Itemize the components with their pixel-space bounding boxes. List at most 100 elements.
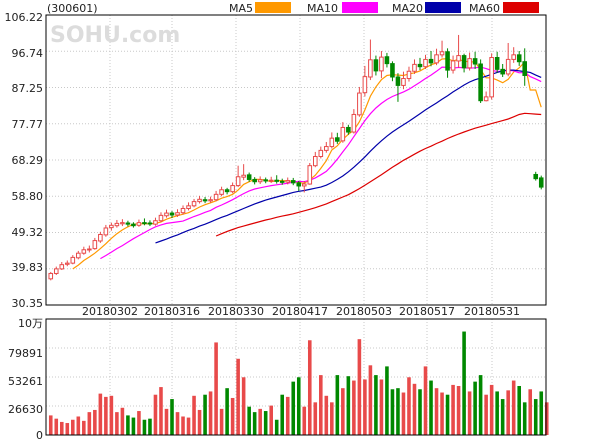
volume-tick: 26630: [8, 403, 43, 416]
volume-bar: [274, 419, 279, 435]
candle-down: [522, 61, 528, 76]
candle-up: [351, 113, 357, 133]
volume-bar: [324, 395, 329, 435]
legend-label-ma20: MA20: [392, 2, 423, 15]
candle-down: [395, 76, 401, 86]
volume-bar: [412, 383, 417, 435]
volume-bar: [219, 408, 224, 435]
volume-bar: [517, 385, 521, 435]
date-tick: 20180316: [144, 305, 200, 318]
volume-bar: [396, 388, 400, 435]
candle-up: [48, 272, 54, 280]
candle-down: [263, 179, 268, 182]
candle-up: [164, 212, 169, 217]
legend-label-ma10: MA10: [307, 2, 338, 15]
candle-up: [329, 137, 335, 148]
volume-bar: [153, 394, 158, 435]
candle-up: [76, 252, 81, 259]
candle-down: [461, 55, 467, 69]
volume-bar: [208, 391, 213, 435]
candle-up: [301, 183, 307, 187]
volume-bar: [181, 416, 185, 435]
candle-up: [103, 227, 109, 236]
candle-up: [64, 262, 70, 265]
volume-bar: [302, 406, 307, 435]
candle-down: [142, 222, 147, 225]
volume-bar: [126, 415, 130, 435]
candle-down: [516, 54, 522, 63]
candle-up: [401, 78, 406, 86]
candle-up: [467, 58, 472, 69]
candle-up: [153, 220, 158, 225]
candle-down: [296, 182, 302, 187]
volume-bar: [186, 417, 191, 435]
candle-up: [434, 54, 439, 64]
candle-up: [53, 268, 59, 274]
volume-bar: [434, 388, 439, 435]
candle-up: [213, 193, 219, 201]
candle-up: [191, 201, 197, 207]
candle-down: [246, 174, 252, 180]
volume-bar: [203, 394, 207, 435]
candle-down: [335, 137, 340, 142]
volume-bar: [109, 395, 114, 435]
volume-bar: [363, 379, 367, 435]
stock-code: (300601): [47, 2, 98, 15]
candle-up: [81, 249, 87, 254]
legend-swatch-ma5: [255, 2, 291, 13]
price-tick: 49.32: [12, 226, 44, 239]
candle-up: [186, 205, 191, 209]
candle-down: [147, 222, 153, 225]
volume-bar: [385, 366, 389, 435]
candle-up: [379, 56, 384, 72]
candle-down: [131, 223, 136, 227]
candle-up: [340, 126, 346, 142]
volume-bar: [164, 408, 169, 435]
candle-down: [274, 179, 280, 182]
candle-up: [114, 222, 120, 227]
volume-bar: [473, 381, 477, 435]
volume-bar: [48, 415, 53, 435]
volume-bar: [230, 397, 235, 435]
volume-bar: [500, 399, 505, 435]
candle-up: [98, 233, 103, 242]
volume-bar: [192, 395, 196, 435]
price-tick: 87.25: [12, 82, 44, 95]
ma-line-ma10: [100, 66, 542, 260]
candle-up: [489, 57, 494, 98]
price-tick: 68.29: [12, 154, 44, 167]
volume-bar: [120, 407, 125, 435]
volume-bar: [313, 402, 318, 435]
volume-bar: [407, 377, 411, 435]
volume-bar: [247, 406, 251, 435]
volume-bar: [269, 405, 273, 435]
volume-tick: 0: [36, 429, 43, 440]
candle-up: [312, 156, 318, 167]
date-axis-labels: 20180302 20180316 20180330 20180417 2018…: [82, 305, 520, 318]
candle-down: [224, 189, 230, 193]
volume-bar: [214, 342, 218, 435]
volume-bar: [506, 390, 510, 435]
date-tick: 20180302: [82, 305, 138, 318]
candle-down: [169, 212, 175, 216]
volume-bar: [390, 389, 395, 435]
candle-up: [357, 92, 362, 116]
candle-down: [373, 59, 379, 72]
price-grid: [46, 14, 546, 306]
volume-bar: [137, 411, 141, 435]
candle-up: [324, 146, 329, 151]
volume-bar: [263, 411, 268, 435]
volume-bar: [401, 392, 406, 435]
volume-bar: [76, 416, 81, 435]
candlestick-series: [48, 34, 544, 281]
volume-bar: [142, 419, 147, 435]
volume-bar: [87, 412, 92, 435]
volume-bar: [82, 420, 86, 435]
volume-bar: [335, 375, 340, 435]
price-tick: 106.22: [5, 11, 44, 24]
date-tick: 20180417: [272, 305, 328, 318]
volume-bar: [307, 340, 312, 435]
volume-bar: [59, 421, 64, 435]
